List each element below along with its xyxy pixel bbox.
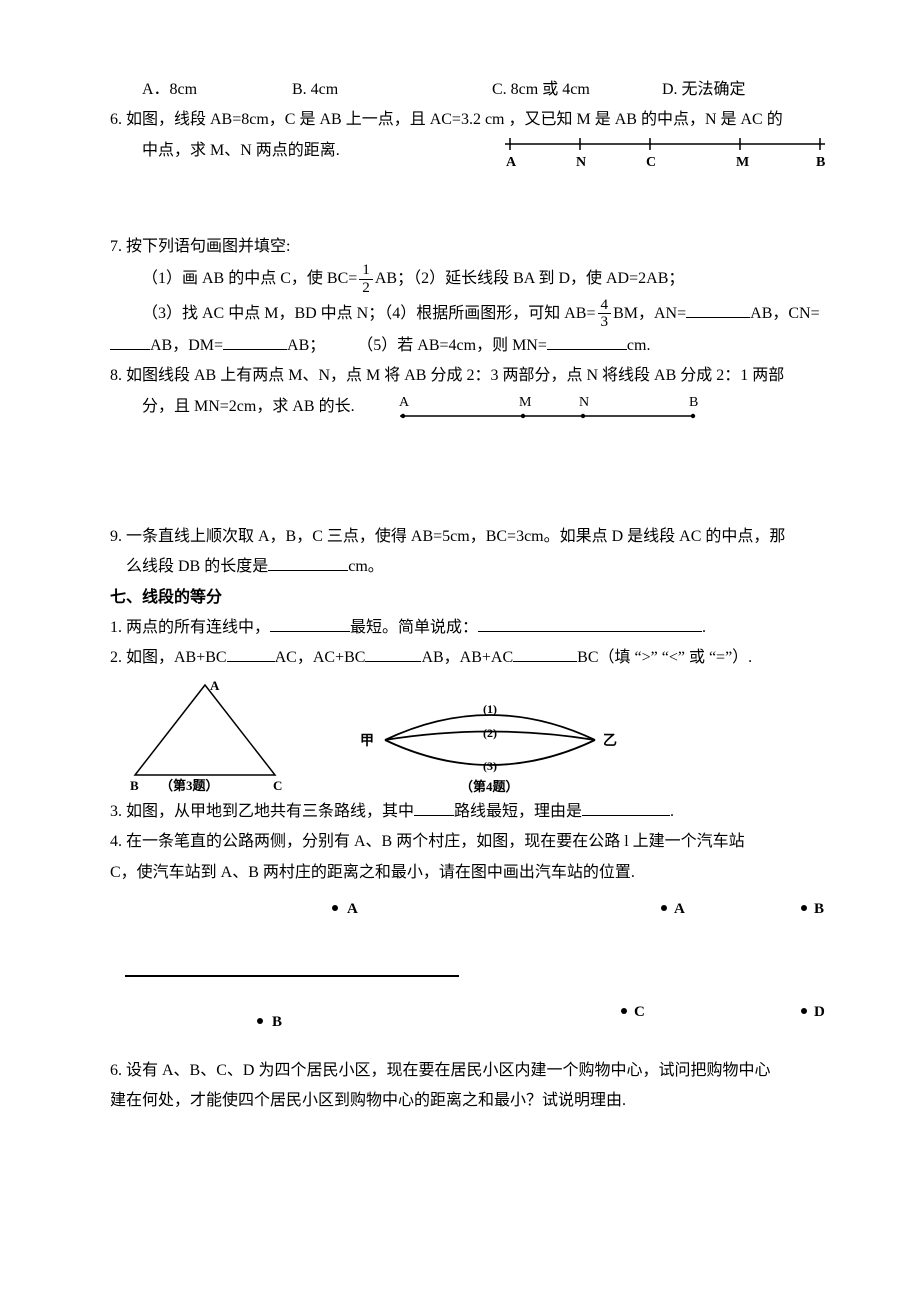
blank bbox=[227, 645, 275, 662]
q5-options: A．8cm B. 4cm C. 8cm 或 4cm D. 无法确定 bbox=[110, 75, 830, 105]
s7q2d: BC（填 “>” “<” 或 “=”）. bbox=[577, 649, 752, 666]
blank bbox=[686, 301, 750, 318]
q7-head: 7. 按下列语句画图并填空: bbox=[110, 232, 830, 262]
svg-text:N: N bbox=[579, 395, 589, 410]
svg-text:（第4题）: （第4题） bbox=[460, 779, 519, 794]
s7q1b: 最短。简单说成： bbox=[350, 619, 478, 636]
q7-p2c: AB，CN= bbox=[750, 305, 819, 322]
svg-text:M: M bbox=[519, 395, 532, 410]
q7-p2: （3）找 AC 中点 M，BD 中点 N；（4）根据所画图形，可知 AB=43B… bbox=[110, 297, 830, 331]
q7-p1: （1）画 AB 的中点 C，使 BC=12AB；（2）延长线段 BA 到 D，使… bbox=[110, 262, 830, 296]
svg-text:A: A bbox=[210, 680, 220, 693]
blank bbox=[478, 615, 702, 632]
q7-p3c: （5）若 AB=4cm，则 MN= bbox=[365, 337, 547, 354]
svg-text:乙: 乙 bbox=[603, 733, 617, 749]
sec7-q6a: 6. 设有 A、B、C、D 为四个居民小区，现在要在居民小区内建一个购物中心，试… bbox=[110, 1056, 830, 1086]
q7-p1a: （1）画 AB 的中点 C，使 BC= bbox=[142, 270, 357, 287]
svg-text:B: B bbox=[816, 155, 825, 170]
s7q1c: . bbox=[702, 619, 706, 636]
q9-t1: 9. 一条直线上顺次取 A，B，C 三点，使得 AB=5cm，BC=3cm。如果… bbox=[110, 522, 830, 552]
fraction-1-2: 12 bbox=[359, 262, 373, 296]
svg-text:(1): (1) bbox=[483, 702, 497, 716]
blank bbox=[270, 615, 350, 632]
q7-p2a: （3）找 AC 中点 M，BD 中点 N；（4）根据所画图形，可知 AB= bbox=[142, 305, 596, 322]
q7-p3a: AB，DM= bbox=[150, 337, 223, 354]
blank bbox=[582, 799, 670, 816]
s7q2c: AB，AB+AC bbox=[421, 649, 513, 666]
s7q3c: . bbox=[670, 803, 674, 820]
svg-text:甲: 甲 bbox=[360, 733, 374, 749]
sec7-q2: 2. 如图，AB+BC AC，AC+BC AB，AB+AC BC（填 “>” “<” … bbox=[110, 643, 830, 673]
q9-t2a: 么线段 DB 的长度是 bbox=[126, 558, 268, 575]
fraction-4-3: 43 bbox=[598, 297, 612, 331]
blank bbox=[414, 799, 454, 816]
blank bbox=[223, 333, 287, 350]
sec7-q3: 3. 如图，从甲地到乙地共有三条路线，其中 路线最短，理由是. bbox=[110, 797, 830, 827]
sec7-q1: 1. 两点的所有连线中， 最短。简单说成：. bbox=[110, 613, 830, 643]
svg-text:(2): (2) bbox=[483, 726, 497, 740]
svg-text:A: A bbox=[399, 395, 410, 410]
q7-p3b: AB； bbox=[287, 337, 325, 354]
s7q2a: 2. 如图，AB+BC bbox=[110, 649, 227, 666]
blank bbox=[513, 645, 577, 662]
q8-figure: AMNB bbox=[395, 392, 705, 432]
road-figure: A l B bbox=[110, 896, 459, 1036]
svg-text:A: A bbox=[674, 901, 685, 917]
svg-text:（第3题）: （第3题） bbox=[160, 778, 219, 793]
triangle-figure: A B C （第3题） bbox=[130, 680, 300, 795]
q7-p3: AB，DM= AB； （5）若 AB=4cm，则 MN= cm. bbox=[110, 331, 830, 361]
blank bbox=[110, 333, 150, 350]
q8-t2: 分，且 MN=2cm，求 AB 的长. bbox=[110, 392, 355, 422]
svg-text:M: M bbox=[736, 155, 749, 170]
s7q3b: 路线最短，理由是 bbox=[454, 803, 582, 820]
q7-p1b: AB；（2）延长线段 BA 到 D，使 AD=2AB； bbox=[375, 270, 685, 287]
sec7-q6b: 建在何处，才能使四个居民小区到购物中心的距离之和最小？试说明理由. bbox=[110, 1086, 830, 1116]
s7q1a: 1. 两点的所有连线中， bbox=[110, 619, 270, 636]
sec7-title: 七、线段的等分 bbox=[110, 583, 830, 613]
opt-d: D. 无法确定 bbox=[662, 75, 746, 105]
svg-text:A: A bbox=[347, 901, 358, 917]
sec7-q4a: 4. 在一条笔直的公路两侧，分别有 A、B 两个村庄，如图，现在要在公路 l 上… bbox=[110, 827, 830, 857]
sec7-q4b: C，使汽车站到 A、B 两村庄的距离之和最小，请在图中画出汽车站的位置. bbox=[110, 858, 830, 888]
svg-text:B: B bbox=[272, 1014, 282, 1030]
abcd-figure: A B C D bbox=[609, 896, 830, 1036]
svg-text:N: N bbox=[576, 155, 586, 170]
opt-c: C. 8cm 或 4cm bbox=[492, 75, 662, 105]
q6-line2: 中点，求 M、N 两点的距离. bbox=[110, 136, 340, 166]
s7q2b: AC，AC+BC bbox=[275, 649, 366, 666]
q7-p3d: cm. bbox=[627, 337, 651, 354]
opt-b: B. 4cm bbox=[292, 75, 492, 105]
blank bbox=[365, 645, 421, 662]
svg-text:A: A bbox=[506, 155, 517, 170]
blank bbox=[547, 333, 627, 350]
q9-t2b: cm。 bbox=[348, 558, 384, 575]
svg-text:B: B bbox=[814, 901, 824, 917]
lens-figure: 甲 乙 (1) (2) (3) （第4题） bbox=[360, 695, 630, 795]
q6-figure: ANCMB bbox=[500, 132, 830, 172]
s7q3a: 3. 如图，从甲地到乙地共有三条路线，其中 bbox=[110, 803, 414, 820]
svg-text:(3): (3) bbox=[483, 759, 497, 773]
svg-text:C: C bbox=[646, 155, 656, 170]
svg-text:C: C bbox=[273, 778, 282, 793]
svg-text:C: C bbox=[634, 1004, 645, 1020]
svg-text:D: D bbox=[814, 1004, 825, 1020]
q8-t1: 8. 如图线段 AB 上有两点 M、N，点 M 将 AB 分成 2：3 两部分，… bbox=[110, 361, 830, 391]
svg-text:B: B bbox=[689, 395, 698, 410]
blank bbox=[268, 554, 348, 571]
q7-p2b: BM，AN= bbox=[613, 305, 686, 322]
q9-t2: 么线段 DB 的长度是 cm。 bbox=[110, 552, 830, 582]
opt-a: A．8cm bbox=[142, 75, 292, 105]
svg-text:B: B bbox=[130, 778, 139, 793]
